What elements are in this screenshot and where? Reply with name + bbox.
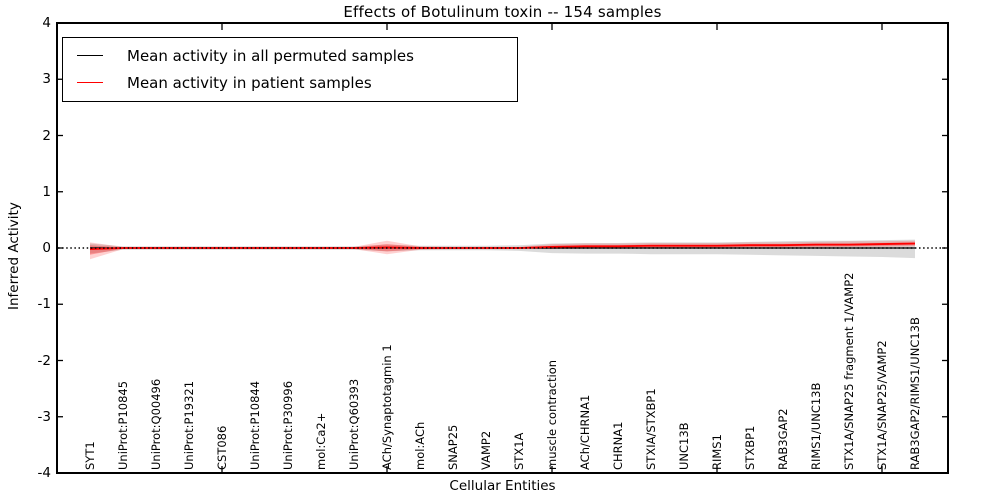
legend-line-swatch bbox=[77, 55, 103, 56]
x-tick-label: ACh/Synaptotagmin 1 bbox=[379, 344, 394, 470]
y-tick-label: 1 bbox=[42, 183, 51, 200]
x-tick-label: mol:Ca2+ bbox=[313, 412, 328, 470]
x-tick-label: RIMS1/UNC13B bbox=[808, 382, 823, 470]
y-tick-label: 0 bbox=[42, 240, 51, 256]
x-tick-label: muscle contraction bbox=[544, 359, 559, 470]
y-tick-label: 2 bbox=[42, 127, 51, 144]
legend-item: Mean activity in all permuted samples bbox=[63, 42, 517, 69]
y-tick-label: -4 bbox=[37, 465, 51, 481]
x-tick-label: CST086 bbox=[214, 425, 229, 470]
x-tick-label: mol:ACh bbox=[412, 421, 427, 470]
x-axis-title: Cellular Entities bbox=[449, 478, 556, 494]
legend-item: Mean activity in patient samples bbox=[63, 69, 517, 96]
x-tick-label: UniProt:P10844 bbox=[247, 380, 262, 470]
x-tick-label: CHRNA1 bbox=[610, 421, 625, 470]
x-tick-label: UniProt:P19321 bbox=[181, 380, 196, 470]
x-tick-label: SNAP25 bbox=[445, 424, 460, 470]
x-tick-label: VAMP2 bbox=[478, 430, 493, 470]
y-tick-label: 3 bbox=[42, 71, 51, 88]
y-axis-title: Inferred Activity bbox=[6, 202, 22, 310]
plot-frame bbox=[56, 22, 949, 474]
x-tick-label: ACh/CHRNA1 bbox=[577, 394, 592, 470]
legend-line-swatch bbox=[77, 82, 103, 83]
x-tick-label: STX1A bbox=[511, 432, 526, 470]
x-tick-label: UNC13B bbox=[676, 422, 691, 470]
legend-item-label: Mean activity in all permuted samples bbox=[127, 46, 414, 65]
y-tick-label: -2 bbox=[37, 352, 51, 369]
plot-area bbox=[58, 239, 947, 260]
y-tick-label: -3 bbox=[37, 408, 51, 425]
x-tick-label: UniProt:Q00496 bbox=[148, 378, 163, 470]
x-tick-label: UniProt:P30996 bbox=[280, 380, 295, 470]
y-tick-label: -1 bbox=[37, 296, 51, 313]
x-tick-label: RIMS1 bbox=[709, 434, 724, 470]
x-tick-label: STX1A/SNAP25 fragment 1/VAMP2 bbox=[841, 272, 856, 470]
x-tick-label: RAB3GAP2/RIMS1/UNC13B bbox=[907, 317, 922, 470]
y-tick-label: 4 bbox=[42, 15, 51, 31]
x-tick-label: UniProt:P10845 bbox=[115, 380, 130, 470]
x-tick-label: STX1A/SNAP25/VAMP2 bbox=[874, 340, 889, 470]
x-tick-label: RAB3GAP2 bbox=[775, 408, 790, 470]
chart-title: Effects of Botulinum toxin -- 154 sample… bbox=[343, 3, 662, 21]
x-tick-label: STXIA/STXBP1 bbox=[643, 388, 658, 470]
x-tick-label: UniProt:Q60393 bbox=[346, 378, 361, 470]
x-tick-label: SYT1 bbox=[82, 441, 97, 470]
legend-item-label: Mean activity in patient samples bbox=[127, 73, 372, 92]
x-tick-label: STXBP1 bbox=[742, 425, 757, 470]
legend: Mean activity in all permuted samples Mea… bbox=[62, 37, 518, 102]
